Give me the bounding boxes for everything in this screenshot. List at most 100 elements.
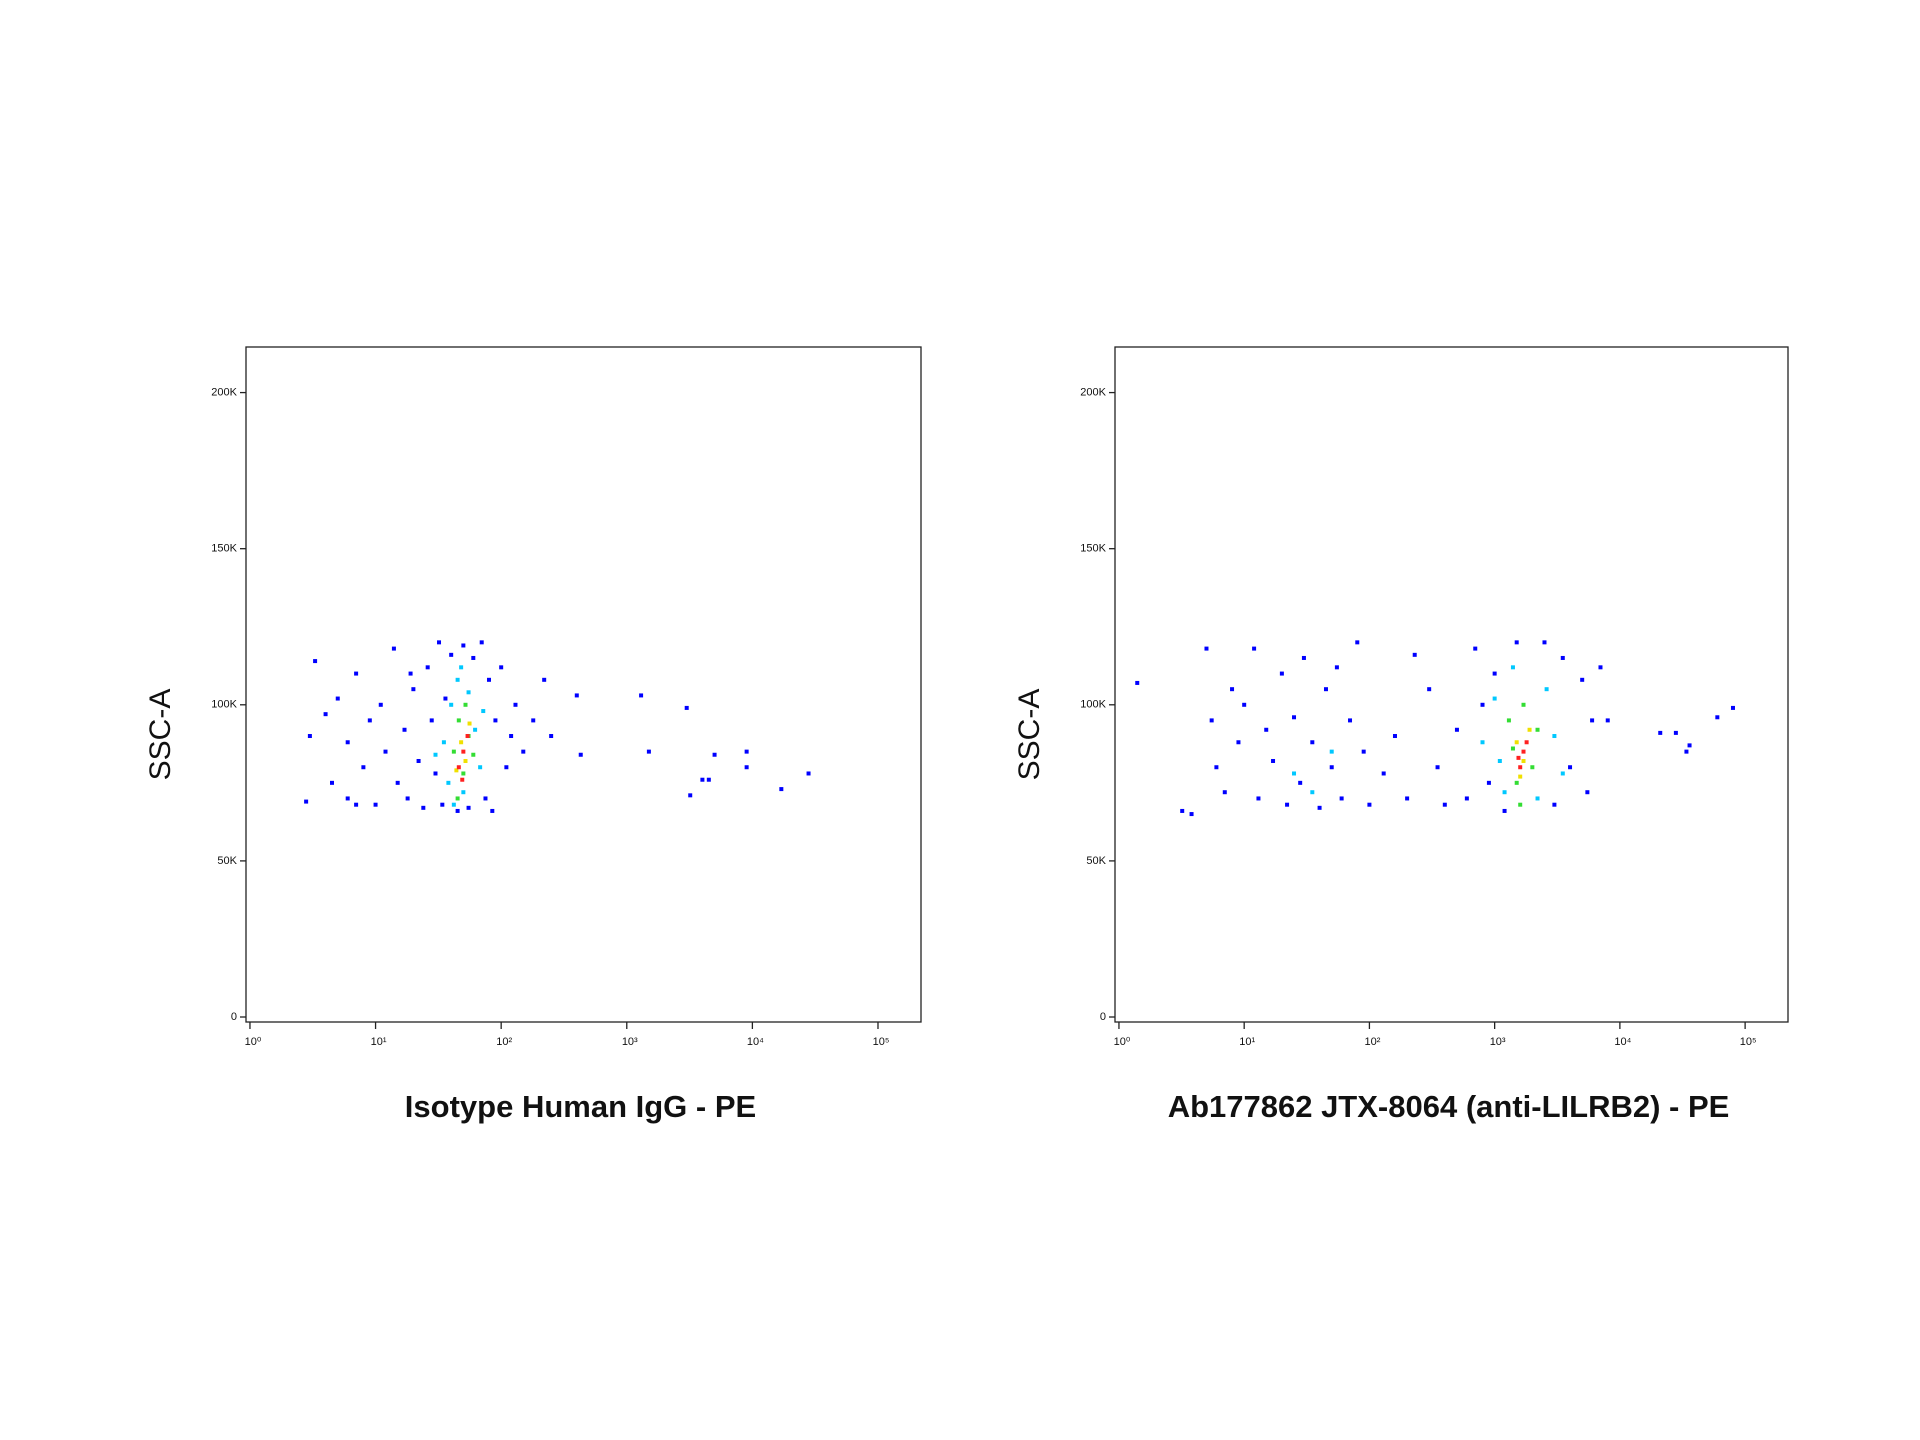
event-point [459, 665, 464, 670]
event-point [1542, 640, 1547, 645]
event-point [465, 734, 470, 739]
x-tick-label: 10¹ [371, 1036, 387, 1048]
event-point [443, 696, 448, 701]
event-point [416, 758, 421, 763]
event-point [1560, 771, 1565, 776]
plot-frame [245, 346, 922, 1023]
event-point [367, 718, 372, 723]
event-point [1464, 796, 1469, 801]
event-point [461, 771, 466, 776]
event-point [1580, 677, 1585, 682]
event-point [1204, 646, 1209, 651]
event-point [1521, 749, 1526, 754]
x-tick-label: 10³ [1490, 1036, 1506, 1048]
y-tick-label: 100K [1080, 699, 1106, 711]
event-point [1271, 758, 1276, 763]
event-point [1514, 740, 1519, 745]
event-point [684, 705, 689, 710]
event-point [1568, 765, 1573, 770]
event-point [1292, 715, 1297, 720]
event-point [463, 702, 468, 707]
x-tick-label: 10¹ [1239, 1036, 1255, 1048]
event-point [1658, 730, 1663, 735]
event-point [437, 640, 442, 645]
event-point [1361, 749, 1366, 754]
event-point [1454, 727, 1459, 732]
y-axis-label: SSC-A [144, 689, 177, 781]
event-point [455, 796, 460, 801]
event-point [1524, 740, 1529, 745]
event-point [1310, 740, 1315, 745]
event-point [1535, 796, 1540, 801]
event-point [460, 777, 465, 782]
event-point [1392, 734, 1397, 739]
x-tick-label: 10² [496, 1036, 512, 1048]
x-tick-label: 10⁴ [1614, 1036, 1631, 1048]
y-tick-label: 200K [211, 386, 237, 398]
event-point [483, 796, 488, 801]
event-point [490, 808, 495, 813]
y-tick-label: 200K [1080, 386, 1106, 398]
event-point [1502, 790, 1507, 795]
event-point [1518, 765, 1523, 770]
event-point [1222, 790, 1227, 795]
event-point [323, 712, 328, 717]
event-point [513, 702, 518, 707]
x-axis-label: Isotype Human IgG - PE [405, 1089, 756, 1124]
event-point [700, 777, 705, 782]
event-point [1264, 727, 1269, 732]
y-tick-label: 150K [211, 543, 237, 555]
event-point [446, 780, 451, 785]
event-point [1673, 730, 1678, 735]
event-point [1427, 687, 1432, 692]
event-point [549, 734, 554, 739]
event-point [411, 687, 416, 692]
y-axis-label: SSC-A [1013, 689, 1046, 781]
event-point [1135, 680, 1140, 685]
event-point [1510, 665, 1515, 670]
event-point [509, 734, 514, 739]
event-point [1527, 727, 1532, 732]
event-point [493, 718, 498, 723]
event-point [1684, 749, 1689, 754]
y-tick-label: 100K [211, 699, 237, 711]
event-point [361, 765, 366, 770]
event-point [307, 734, 312, 739]
event-point [1298, 780, 1303, 785]
event-point [1189, 812, 1194, 817]
event-point [391, 646, 396, 651]
event-point [1381, 771, 1386, 776]
event-point [1535, 727, 1540, 732]
event-point [1605, 718, 1610, 723]
event-point [1285, 802, 1290, 807]
event-point [779, 787, 784, 792]
y-tick-label: 50K [1086, 855, 1106, 867]
x-tick-label: 10⁴ [747, 1036, 764, 1048]
event-point [433, 752, 438, 757]
x-tick-label: 10² [1364, 1036, 1380, 1048]
event-point [1510, 746, 1515, 751]
event-point [1715, 715, 1720, 720]
event-point [449, 652, 454, 657]
event-point [542, 677, 547, 682]
event-point [1514, 780, 1519, 785]
event-point [405, 796, 410, 801]
event-point [1355, 640, 1360, 645]
event-point [373, 802, 378, 807]
event-point [504, 765, 509, 770]
event-point [354, 802, 359, 807]
event-point [1334, 665, 1339, 670]
event-point [1339, 796, 1344, 801]
event-point [441, 740, 446, 745]
event-point [1590, 718, 1595, 723]
event-point [1486, 780, 1491, 785]
event-point [499, 665, 504, 670]
event-point [1480, 702, 1485, 707]
event-point [456, 765, 461, 770]
event-point [467, 721, 472, 726]
event-point [1348, 718, 1353, 723]
event-point [304, 799, 309, 804]
event-point [1292, 771, 1297, 776]
event-point [639, 693, 644, 698]
event-point [1242, 702, 1247, 707]
